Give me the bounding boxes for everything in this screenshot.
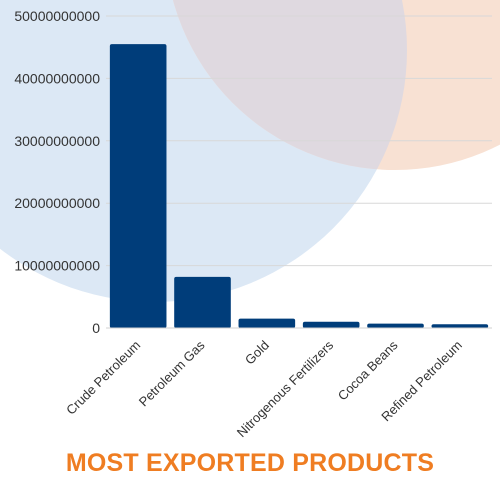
bar [302,321,360,328]
x-tick-label: Gold [242,338,272,368]
x-tick-label: Cocoa Beans [335,337,401,403]
bar-series [109,44,489,329]
background-decoration [0,0,500,302]
y-axis-ticks: 0 10000000000 20000000000 30000000000 400000… [14,8,100,336]
bar [174,276,231,328]
bar [431,324,489,328]
y-tick-label: 0 [92,320,100,336]
x-tick-label: Petroleum Gas [136,337,208,409]
y-tick-label: 40000000000 [14,70,100,86]
y-tick-label: 20000000000 [14,195,100,211]
gridlines [106,15,492,267]
bar [367,323,424,328]
y-tick-label: 30000000000 [14,133,100,149]
circle-overlap-decoration [165,0,407,170]
y-tick-label: 50000000000 [14,8,100,24]
chart-title: MOST EXPORTED PRODUCTS [65,449,435,477]
y-tick-label: 10000000000 [14,258,100,274]
bar [109,44,167,329]
x-tick-label: Crude Petroleum [63,338,143,418]
bar [238,318,296,328]
